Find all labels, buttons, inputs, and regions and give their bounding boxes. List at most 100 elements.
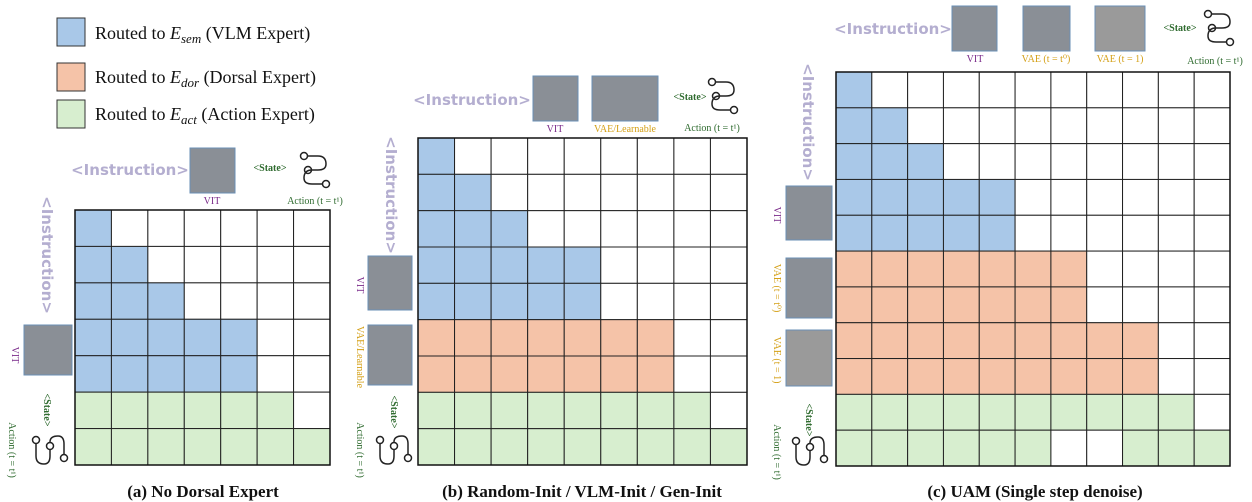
top-label: <State> — [673, 92, 706, 103]
state-icon — [301, 153, 330, 188]
mask-cell — [184, 429, 220, 465]
mask-cell — [674, 174, 711, 210]
mask-cell — [836, 251, 872, 287]
mask-cell — [1123, 215, 1159, 251]
mask-cell — [872, 251, 908, 287]
state-icon — [33, 436, 68, 464]
legend-sub: act — [181, 112, 197, 127]
legend-swatch — [57, 18, 85, 46]
mask-cell — [872, 215, 908, 251]
mask-cell — [908, 215, 944, 251]
top-label: VIT — [547, 124, 564, 135]
mask-cell — [528, 429, 565, 465]
mask-cell — [601, 174, 638, 210]
mask-cell — [637, 429, 674, 465]
mask-cell — [908, 323, 944, 359]
mask-cell — [1015, 144, 1051, 180]
mask-cell — [1158, 359, 1194, 395]
mask-cell — [1123, 323, 1159, 359]
mask-cell — [184, 283, 220, 319]
left-label: VAE/Learnable — [354, 326, 365, 389]
mask-cell — [943, 108, 979, 144]
mask-cell — [872, 430, 908, 466]
mask-cell — [184, 392, 220, 428]
mask-cell — [637, 138, 674, 174]
mask-cell — [1051, 251, 1087, 287]
mask-cell — [564, 392, 601, 428]
mask-cell — [148, 392, 184, 428]
image — [1023, 6, 1070, 51]
mask-cell — [836, 144, 872, 180]
mask-cell — [979, 72, 1015, 108]
legend-suffix: (VLM Expert) — [206, 23, 310, 44]
mask-cell — [1194, 144, 1230, 180]
mask-cell — [1015, 287, 1051, 323]
left-label: Action (t = t¹) — [771, 424, 782, 480]
image — [368, 325, 412, 385]
image — [786, 186, 832, 240]
mask-cell — [836, 359, 872, 395]
mask-cell — [637, 392, 674, 428]
left-label: VIT — [9, 347, 20, 364]
mask-cell — [418, 429, 455, 465]
mask-cell — [908, 394, 944, 430]
legend-text: Routed to Eact (Action Expert) — [95, 104, 315, 128]
mask-cell — [1123, 359, 1159, 395]
mask-cell — [1015, 323, 1051, 359]
left-label: VIT — [354, 277, 365, 294]
mask-cell — [418, 247, 455, 283]
top-label: Action (t = t¹) — [287, 196, 343, 207]
mask-cell — [872, 323, 908, 359]
mask-cell — [221, 356, 257, 392]
mask-cell — [111, 210, 147, 246]
mask-cell — [601, 211, 638, 247]
mask-cell — [455, 211, 492, 247]
mask-cell — [221, 429, 257, 465]
mask-cell — [257, 392, 293, 428]
top-label: Action (t = t¹) — [684, 123, 740, 134]
mask-cell — [257, 283, 293, 319]
mask-cell — [1015, 430, 1051, 466]
mask-cell — [528, 138, 565, 174]
mask-cell — [908, 359, 944, 395]
image — [592, 76, 658, 121]
mask-cell — [184, 319, 220, 355]
mask-cell — [455, 247, 492, 283]
mask-cell — [674, 429, 711, 465]
mask-cell — [1158, 251, 1194, 287]
mask-cell — [564, 283, 601, 319]
top-label: <Instruction> — [413, 91, 531, 109]
mask-cell — [257, 429, 293, 465]
top-label: VAE (t = t⁰) — [1022, 54, 1071, 65]
mask-cell — [148, 356, 184, 392]
mask-cell — [1158, 72, 1194, 108]
mask-cell — [1051, 394, 1087, 430]
caption: (c) UAM (Single step denoise) — [927, 482, 1142, 501]
mask-cell — [872, 287, 908, 323]
mask-cell — [294, 356, 330, 392]
top-label: VIT — [967, 54, 984, 65]
mask-cell — [111, 319, 147, 355]
mask-cell — [1123, 179, 1159, 215]
left-label: <State> — [41, 393, 52, 426]
mask-cell — [491, 138, 528, 174]
mask-cell — [836, 287, 872, 323]
mask-cell — [1194, 179, 1230, 215]
mask-cell — [979, 215, 1015, 251]
mask-cell — [1194, 394, 1230, 430]
top-label: <State> — [253, 163, 286, 174]
mask-cell — [637, 320, 674, 356]
caption: (b) Random-Init / VLM-Init / Gen-Init — [442, 482, 722, 501]
left-label: <Instruction> — [382, 136, 400, 254]
mask-cell — [1087, 359, 1123, 395]
mask-cell — [637, 211, 674, 247]
left-label: <Instruction> — [38, 196, 56, 314]
mask-cell — [1087, 323, 1123, 359]
mask-cell — [674, 320, 711, 356]
mask-cell — [637, 174, 674, 210]
mask-cell — [710, 429, 747, 465]
mask-cell — [710, 320, 747, 356]
mask-cell — [1051, 144, 1087, 180]
mask-cell — [1087, 179, 1123, 215]
legend-sub: sem — [181, 31, 201, 46]
